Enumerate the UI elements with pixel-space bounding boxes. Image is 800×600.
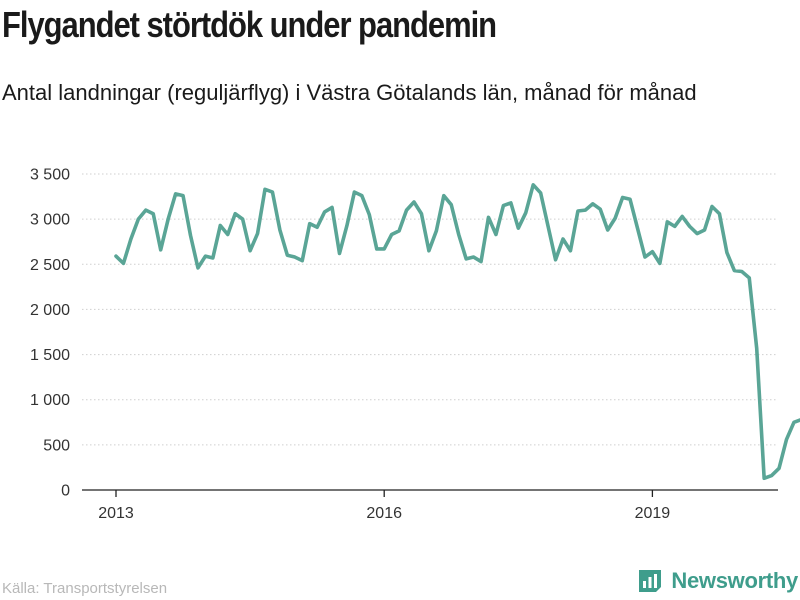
x-tick-label: 2019: [635, 505, 671, 522]
y-tick-label: 500: [43, 437, 70, 454]
x-tick-label: 2013: [98, 505, 134, 522]
chart-title: Flygandet störtdök under pandemin: [2, 4, 497, 45]
brand-logo: Newsworthy: [637, 568, 798, 594]
chart-subtitle: Antal landningar (reguljärflyg) i Västra…: [2, 80, 697, 105]
x-axis: 2013201620192021: [98, 490, 671, 522]
brand-name: Newsworthy: [671, 568, 798, 593]
source-note: Källa: Transportstyrelsen: [2, 580, 168, 597]
y-tick-label: 1 500: [30, 347, 70, 364]
y-tick-label: 0: [61, 483, 70, 500]
y-tick-label: 3 000: [30, 212, 70, 229]
y-tick-label: 2 000: [30, 302, 70, 319]
x-tick-label: 2016: [366, 505, 402, 522]
y-axis: 0 500 1 000 1 500 2 000 2 500 3 000 3 500: [30, 167, 70, 500]
y-tick-label: 2 500: [30, 257, 70, 274]
y-tick-label: 1 000: [30, 392, 70, 409]
series-line: [114, 183, 800, 481]
y-tick-label: 3 500: [30, 167, 70, 184]
newsworthy-logo-icon: [639, 570, 662, 592]
